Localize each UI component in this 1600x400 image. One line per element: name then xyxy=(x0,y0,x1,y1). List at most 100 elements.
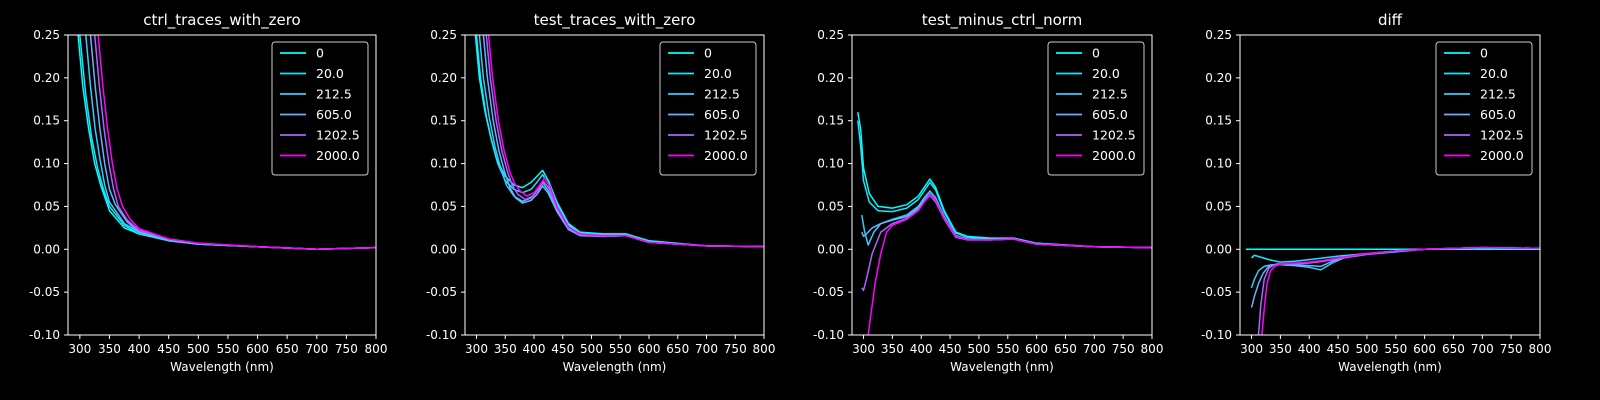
x-tick-label: 750 xyxy=(335,342,358,356)
y-tick-label: 0.20 xyxy=(33,71,60,85)
y-tick-label: 0.10 xyxy=(430,157,457,171)
x-tick-label: 300 xyxy=(68,342,91,356)
y-tick-label: 0.05 xyxy=(430,199,457,213)
chart-title: diff xyxy=(1378,11,1403,29)
series-group xyxy=(857,111,1152,335)
legend-entry: 1202.5 xyxy=(1480,128,1524,143)
x-tick-label: 500 xyxy=(580,342,603,356)
x-tick-label: 600 xyxy=(1413,342,1436,356)
x-tick-label: 650 xyxy=(666,342,689,356)
x-tick-label: 500 xyxy=(187,342,210,356)
y-tick-label: -0.10 xyxy=(29,328,60,342)
x-tick-label: 700 xyxy=(695,342,718,356)
y-tick-label: 0.00 xyxy=(817,242,844,256)
x-tick-label: 500 xyxy=(1355,342,1378,356)
y-tick-label: 0.05 xyxy=(33,199,60,213)
legend-entry: 605.0 xyxy=(704,107,740,122)
y-tick-label: 0.25 xyxy=(817,28,844,42)
legend-entry: 2000.0 xyxy=(1480,148,1524,163)
legend-entry: 20.0 xyxy=(1092,66,1120,81)
x-tick-label: 550 xyxy=(1384,342,1407,356)
y-tick-label: -0.05 xyxy=(426,285,457,299)
x-tick-label: 800 xyxy=(365,342,388,356)
legend-entry: 1202.5 xyxy=(316,128,360,143)
x-axis-label: Wavelength (nm) xyxy=(170,360,274,374)
series-line-2 xyxy=(475,35,764,248)
legend-entry: 1202.5 xyxy=(1092,128,1136,143)
x-tick-label: 650 xyxy=(1442,342,1465,356)
legend-entry: 0 xyxy=(1092,46,1100,61)
chart-title: test_traces_with_zero xyxy=(534,11,696,30)
x-tick-label: 650 xyxy=(276,342,299,356)
y-tick-label: -0.05 xyxy=(1201,285,1232,299)
legend: 0 20.0 212.5 605.0 1202.5 2000.0 xyxy=(271,41,369,176)
y-tick-label: 0.00 xyxy=(1205,242,1232,256)
x-tick-label: 350 xyxy=(98,342,121,356)
x-tick-label: 800 xyxy=(753,342,776,356)
legend: 0 20.0 212.5 605.0 1202.5 2000.0 xyxy=(659,41,757,176)
legend-entry: 212.5 xyxy=(316,87,352,102)
x-tick-label: 750 xyxy=(724,342,747,356)
legend: 0 20.0 212.5 605.0 1202.5 2000.0 xyxy=(1047,41,1145,176)
x-tick-label: 400 xyxy=(128,342,151,356)
y-tick-label: 0.20 xyxy=(817,71,844,85)
x-tick-label: 600 xyxy=(638,342,661,356)
y-tick-label: 0.15 xyxy=(33,114,60,128)
x-tick-label: 300 xyxy=(852,342,875,356)
y-tick-label: 0.10 xyxy=(33,157,60,171)
x-axis-label: Wavelength (nm) xyxy=(1338,360,1442,374)
x-tick-label: 400 xyxy=(910,342,933,356)
x-tick-label: 500 xyxy=(967,342,990,356)
x-tick-label: 450 xyxy=(551,342,574,356)
x-tick-label: 750 xyxy=(1500,342,1523,356)
x-tick-label: 600 xyxy=(246,342,269,356)
y-tick-label: 0.05 xyxy=(1205,199,1232,213)
legend-entry: 605.0 xyxy=(1092,107,1128,122)
x-tick-label: 600 xyxy=(1025,342,1048,356)
series-line-6 xyxy=(487,35,764,248)
x-tick-label: 800 xyxy=(1141,342,1164,356)
legend-entry: 212.5 xyxy=(704,87,740,102)
x-tick-label: 450 xyxy=(939,342,962,356)
x-tick-label: 400 xyxy=(523,342,546,356)
series-group xyxy=(77,35,376,251)
legend-entry: 0 xyxy=(704,46,712,61)
y-tick-label: 0.25 xyxy=(430,28,457,42)
axes-frame xyxy=(67,34,377,336)
series-group xyxy=(1245,246,1540,335)
x-tick-label: 550 xyxy=(216,342,239,356)
y-tick-label: 0.25 xyxy=(1205,28,1232,42)
legend-entry: 605.0 xyxy=(316,107,352,122)
y-tick-label: 0.15 xyxy=(1205,114,1232,128)
series-line-2 xyxy=(857,120,1152,249)
y-tick-label: -0.10 xyxy=(426,328,457,342)
legend-box xyxy=(659,41,757,176)
chart-title: test_minus_ctrl_norm xyxy=(922,11,1083,30)
legend-entry: 2000.0 xyxy=(704,148,748,163)
chart-panel-1: 300 350 400 450 500 550 600 650 700 750 800 0.25 0.2… xyxy=(29,11,388,374)
series-line-6 xyxy=(1261,246,1540,335)
x-tick-label: 450 xyxy=(157,342,180,356)
x-tick-label: 650 xyxy=(1054,342,1077,356)
x-tick-label: 700 xyxy=(1471,342,1494,356)
series-line-6 xyxy=(97,35,376,251)
x-tick-label: 350 xyxy=(1269,342,1292,356)
legend-entry: 212.5 xyxy=(1092,87,1128,102)
x-tick-label: 750 xyxy=(1112,342,1135,356)
x-tick-label: 350 xyxy=(494,342,517,356)
legend-box xyxy=(271,41,369,176)
legend-entry: 0 xyxy=(1480,46,1488,61)
legend-box xyxy=(1435,41,1533,176)
x-tick-label: 550 xyxy=(996,342,1019,356)
legend-box xyxy=(1047,41,1145,176)
y-tick-label: -0.10 xyxy=(1201,328,1232,342)
series-line-6 xyxy=(867,193,1152,335)
x-axis-label: Wavelength (nm) xyxy=(563,360,667,374)
y-tick-label: 0.10 xyxy=(817,157,844,171)
x-tick-label: 550 xyxy=(609,342,632,356)
x-tick-label: 350 xyxy=(881,342,904,356)
x-axis-label: Wavelength (nm) xyxy=(950,360,1054,374)
y-tick-label: -0.05 xyxy=(29,285,60,299)
y-tick-label: -0.10 xyxy=(813,328,844,342)
y-tick-label: -0.05 xyxy=(813,285,844,299)
